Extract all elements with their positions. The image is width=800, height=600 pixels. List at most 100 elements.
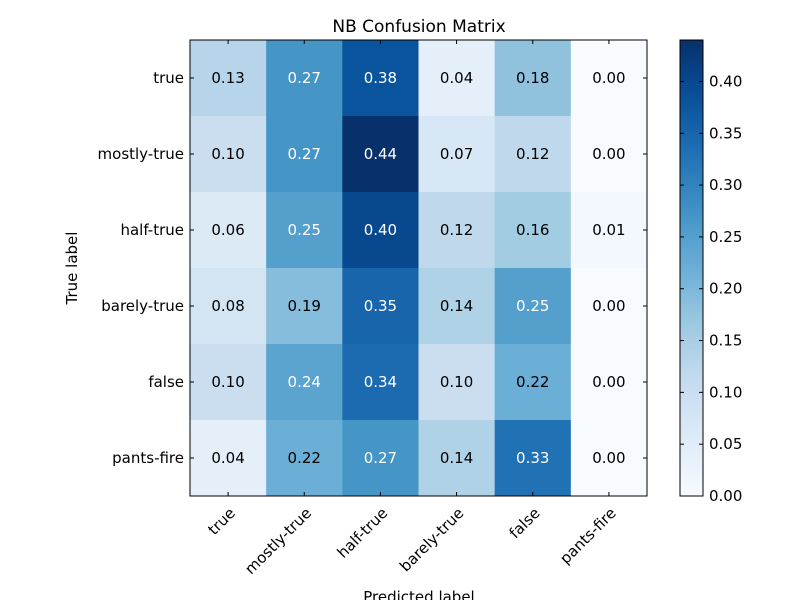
colorbar-tick-label: 0.15 (709, 332, 742, 350)
heatmap-cell (494, 116, 572, 193)
x-tick-label: barely-true (396, 504, 467, 575)
x-tick-label: half-true (334, 504, 392, 562)
cell-value-label: 0.08 (211, 297, 244, 315)
y-tick-label: barely-true (101, 297, 184, 315)
heatmap-cell (570, 116, 648, 193)
cell-value-label: 0.00 (592, 297, 625, 315)
heatmap-cell (570, 268, 648, 345)
chart-title: NB Confusion Matrix (332, 17, 505, 37)
heatmap-cell (190, 268, 267, 345)
cell-value-label: 0.34 (364, 373, 397, 391)
heatmap-cell (418, 192, 496, 269)
cell-value-label: 0.13 (211, 69, 244, 87)
heatmap-cell (342, 268, 419, 345)
heatmap-cell (570, 192, 648, 269)
cell-value-label: 0.38 (364, 69, 397, 87)
cell-value-label: 0.10 (211, 373, 244, 391)
heatmap-cell (266, 420, 343, 497)
colorbar-tick-label: 0.35 (709, 124, 742, 142)
heatmap-cell (342, 344, 419, 421)
y-axis-label: True label (63, 232, 81, 306)
cell-value-label: 0.27 (364, 449, 397, 467)
plot-frame (189, 39, 648, 497)
colorbar-bar (679, 39, 704, 497)
colorbar-tick-label: 0.40 (709, 72, 742, 90)
heatmap-cell (266, 344, 343, 421)
heatmap-cell (418, 40, 496, 117)
cell-value-label: 0.24 (288, 373, 321, 391)
cell-value-label: 0.00 (592, 373, 625, 391)
heatmap-cell (266, 192, 343, 269)
cell-value-label: 0.00 (592, 449, 625, 467)
heatmap-cell (494, 192, 572, 269)
colorbar-tick-label: 0.20 (709, 280, 742, 298)
heatmap-cell (494, 420, 572, 497)
cell-value-label: 0.06 (211, 221, 244, 239)
heatmap-cell (342, 420, 419, 497)
y-tick-label: true (153, 69, 184, 87)
cell-value-label: 0.19 (288, 297, 321, 315)
x-tick-label: pants-fire (556, 504, 620, 568)
cell-value-label: 0.33 (516, 449, 549, 467)
heatmap-cell (266, 268, 343, 345)
heatmap-cell (266, 40, 343, 117)
heatmap-cell (418, 420, 496, 497)
x-tick-label: false (506, 504, 544, 542)
colorbar-tick-label: 0.05 (709, 435, 742, 453)
heatmap-cell (190, 192, 267, 269)
heatmap-cell (570, 344, 648, 421)
heatmap-cell (190, 40, 267, 117)
x-axis-label: Predicted label (363, 588, 474, 600)
cell-value-label: 0.27 (288, 69, 321, 87)
heatmap-cell (494, 40, 572, 117)
cell-value-label: 0.04 (211, 449, 244, 467)
cell-value-label: 0.14 (440, 297, 473, 315)
heatmap-cell (418, 268, 496, 345)
cell-value-label: 0.18 (516, 69, 549, 87)
y-tick-label: pants-fire (112, 449, 184, 467)
cell-value-label: 0.12 (440, 221, 473, 239)
y-tick-label: half-true (120, 221, 184, 239)
heatmap-cell (190, 420, 267, 497)
heatmap-cell (570, 40, 648, 117)
x-tick-label: true (204, 504, 239, 539)
colorbar: 0.00 0.05 0.10 0.15 0.20 0.25 0.30 0.35 0.40 (679, 39, 742, 505)
cell-value-label: 0.00 (592, 69, 625, 87)
heatmap-cell (342, 116, 419, 193)
heatmap-cell (494, 268, 572, 345)
cell-value-label: 0.22 (516, 373, 549, 391)
cell-value-label: 0.07 (440, 145, 473, 163)
cell-value-label: 0.12 (516, 145, 549, 163)
cell-value-label: 0.22 (288, 449, 321, 467)
colorbar-tick-label: 0.10 (709, 383, 742, 401)
heatmap-cell (418, 116, 496, 193)
colorbar-tick-label: 0.25 (709, 228, 742, 246)
cell-value-label: 0.14 (440, 449, 473, 467)
cell-value-label: 0.27 (288, 145, 321, 163)
cell-value-label: 0.10 (440, 373, 473, 391)
heatmap-cell (190, 116, 267, 193)
x-tick-label: mostly-true (241, 504, 315, 578)
heatmap-cell (342, 40, 419, 117)
heatmap-cell (266, 116, 343, 193)
cell-value-label: 0.25 (516, 297, 549, 315)
cell-value-label: 0.40 (364, 221, 397, 239)
cell-value-label: 0.16 (516, 221, 549, 239)
cell-value-label: 0.10 (211, 145, 244, 163)
cell-value-label: 0.01 (592, 221, 625, 239)
y-tick-label: mostly-true (98, 145, 184, 163)
cell-value-label: 0.35 (364, 297, 397, 315)
heatmap-cells: 0.13 0.27 0.38 0.04 0.18 0.00 0.10 0.27 0.44 0.07… (190, 40, 648, 497)
heatmap-cell (418, 344, 496, 421)
heatmap-cell (570, 420, 648, 497)
cell-value-label: 0.25 (288, 221, 321, 239)
cell-value-label: 0.00 (592, 145, 625, 163)
cell-value-label: 0.44 (364, 145, 397, 163)
heatmap-cell (494, 344, 572, 421)
colorbar-tick-label: 0.00 (709, 487, 742, 505)
heatmap-cell (342, 192, 419, 269)
heatmap-cell (190, 344, 267, 421)
colorbar-tick-label: 0.30 (709, 176, 742, 194)
cell-value-label: 0.04 (440, 69, 473, 87)
